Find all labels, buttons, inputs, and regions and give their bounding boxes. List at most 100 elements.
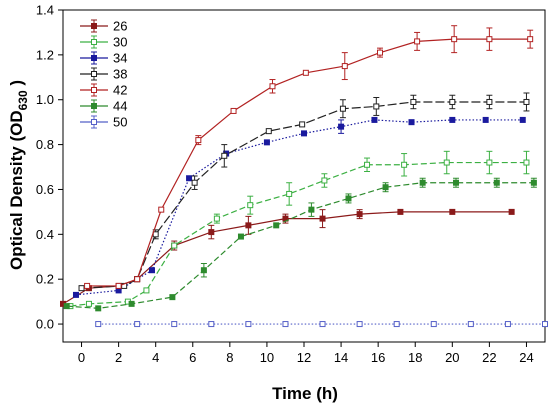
data-point-42 (115, 282, 122, 289)
data-point-30 (321, 177, 328, 184)
data-point-38 (486, 98, 493, 105)
data-point-50 (171, 321, 178, 328)
legend-marker (91, 39, 97, 45)
data-point-30 (443, 159, 450, 166)
legend-marker (91, 55, 97, 61)
data-point-50 (504, 321, 511, 328)
data-point-30 (85, 300, 92, 307)
data-point-42 (230, 107, 237, 114)
data-point-30 (213, 215, 220, 222)
data-point-44 (453, 179, 460, 186)
y-tick-label: 1.4 (36, 3, 54, 18)
data-point-42 (414, 38, 421, 45)
legend-label: 30 (113, 35, 127, 50)
series-line-42 (87, 38, 531, 287)
data-point-34 (263, 139, 270, 146)
y-axis-title: Optical Density (OD630 ) (7, 80, 30, 270)
x-tick-label: 14 (334, 350, 348, 365)
data-point-42 (134, 276, 141, 283)
data-point-42 (486, 36, 493, 43)
y-axis-title-end: ) (7, 80, 26, 90)
data-point-26 (508, 208, 515, 215)
data-point-34 (408, 119, 415, 126)
y-tick-label: 0.8 (36, 137, 54, 152)
data-point-42 (377, 49, 384, 56)
series-line-30 (70, 161, 527, 307)
series-line-34 (75, 119, 523, 296)
data-point-34 (371, 116, 378, 123)
data-point-50 (356, 321, 363, 328)
data-point-42 (341, 63, 348, 70)
series-line-44 (66, 182, 534, 309)
data-point-30 (364, 161, 371, 168)
data-point-30 (486, 159, 493, 166)
data-point-42 (451, 36, 458, 43)
legend-item-38: 38 (80, 67, 127, 82)
data-point-30 (286, 190, 293, 197)
series-line-38 (81, 101, 527, 289)
legend-label: 42 (113, 83, 127, 98)
x-tick-label: 22 (482, 350, 496, 365)
data-point-38 (221, 152, 228, 159)
legend-label: 26 (113, 19, 127, 34)
x-tick-label: 0 (78, 350, 85, 365)
data-point-26 (356, 211, 363, 218)
legend-marker (91, 103, 97, 109)
data-point-44 (382, 184, 389, 191)
data-point-50 (393, 321, 400, 328)
data-point-44 (273, 222, 280, 229)
data-point-44 (128, 300, 135, 307)
data-point-44 (169, 294, 176, 301)
data-point-26 (449, 208, 456, 215)
plot-border (62, 9, 546, 343)
data-point-42 (195, 137, 202, 144)
data-point-50 (245, 321, 252, 328)
data-point-38 (265, 128, 272, 135)
data-point-50 (282, 321, 289, 328)
data-point-38 (191, 179, 198, 186)
data-point-42 (302, 69, 309, 76)
data-point-38 (299, 121, 306, 128)
x-axis-title: Time (h) (272, 384, 338, 403)
y-tick-label: 1.2 (36, 47, 54, 62)
data-point-44 (345, 195, 352, 202)
x-tick-label: 12 (297, 350, 311, 365)
series-50 (95, 321, 548, 328)
data-point-34 (72, 291, 79, 298)
series-line-26 (62, 211, 512, 305)
y-axis-title-main: Optical Density (OD (7, 110, 26, 270)
y-tick-label: 0.0 (36, 317, 54, 332)
data-point-30 (171, 242, 178, 249)
series-26 (60, 208, 515, 307)
data-point-34 (301, 130, 307, 137)
data-point-50 (430, 321, 437, 328)
data-point-34 (449, 116, 456, 123)
data-point-42 (527, 36, 534, 43)
data-point-44 (530, 179, 537, 186)
x-tick-label: 6 (189, 350, 196, 365)
data-point-44 (200, 267, 207, 274)
legend-item-50: 50 (80, 115, 127, 130)
x-tick-label: 2 (115, 350, 122, 365)
legend-marker (91, 71, 97, 77)
data-point-44 (237, 233, 244, 240)
data-point-50 (134, 321, 141, 328)
legend-item-42: 42 (80, 83, 127, 98)
y-tick-label: 0.6 (36, 182, 54, 197)
data-point-30 (523, 159, 530, 166)
legend-label: 50 (113, 115, 127, 130)
data-point-34 (338, 123, 345, 130)
data-point-50 (542, 321, 548, 328)
x-tick-label: 18 (408, 350, 422, 365)
data-point-26 (208, 229, 215, 236)
legend-item-26: 26 (80, 19, 127, 34)
data-point-44 (308, 206, 315, 213)
data-point-26 (245, 222, 252, 229)
data-point-34 (482, 116, 489, 123)
legend-item-34: 34 (80, 51, 127, 66)
series-layer (60, 25, 548, 328)
data-point-44 (63, 303, 70, 310)
data-point-42 (84, 282, 91, 289)
